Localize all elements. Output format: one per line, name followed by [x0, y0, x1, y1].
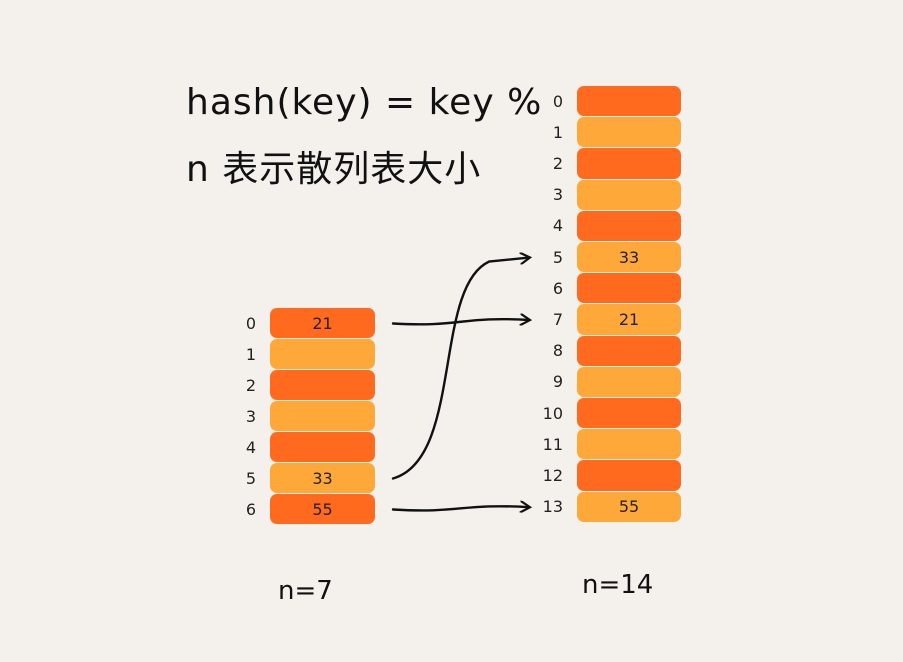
small-table-caption: n=7 — [278, 576, 333, 606]
arrow-6-to-13 — [391, 506, 529, 510]
n7-index-label: 1 — [245, 344, 256, 364]
n7-index-label: 5 — [245, 468, 256, 488]
n14-index-label: 12 — [542, 466, 563, 485]
n14-slot-4 — [577, 210, 681, 241]
n14-index-label: 9 — [552, 372, 563, 392]
n7-slot-3 — [270, 401, 375, 431]
n14-index-label: 7 — [552, 310, 563, 329]
n14-index-label: 10 — [542, 403, 563, 423]
n14-slot-12 — [577, 460, 681, 491]
n14-slot-8 — [577, 335, 681, 366]
n14-slot-5: 33 — [577, 242, 681, 273]
n7-slot-0: 21 — [270, 308, 375, 338]
n14-index-label: 11 — [542, 434, 563, 454]
n14-slot-3 — [577, 179, 681, 210]
n7-index-label: 0 — [245, 313, 256, 333]
n7-slot-5: 33 — [270, 463, 375, 493]
arrow-0-to-7 — [391, 319, 529, 324]
n7-index-label: 4 — [245, 437, 256, 457]
formula-line-1: hash(key) = key % — [186, 82, 543, 123]
arrow-5-to-5 — [391, 258, 529, 480]
n14-index-label: 13 — [542, 497, 563, 517]
n14-slot-1 — [577, 117, 681, 148]
n14-index-label: 4 — [552, 216, 563, 236]
n14-index-label: 1 — [552, 122, 563, 142]
n14-slot-11 — [577, 429, 681, 460]
n14-index-label: 8 — [552, 341, 563, 361]
n7-slot-2 — [270, 370, 375, 400]
n14-index-label: 2 — [552, 154, 563, 173]
n14-index-label: 0 — [552, 91, 563, 111]
large-table-caption: n=14 — [582, 570, 654, 600]
n14-slot-10 — [577, 398, 681, 429]
n14-slot-6 — [577, 273, 681, 304]
n14-slot-7: 21 — [577, 304, 681, 335]
n14-index-label: 5 — [552, 247, 563, 267]
n7-slot-1 — [270, 339, 375, 369]
n7-slot-4 — [270, 432, 375, 462]
formula-line-2: n 表示散列表大小 — [186, 149, 482, 190]
n14-index-label: 3 — [552, 185, 563, 205]
n14-slot-9 — [577, 366, 681, 397]
n7-index-label: 3 — [245, 406, 256, 426]
n7-slot-6: 55 — [270, 494, 375, 524]
n14-slot-2 — [577, 148, 681, 179]
n14-slot-0 — [577, 86, 681, 117]
n14-index-label: 6 — [552, 278, 563, 298]
n7-index-label: 6 — [245, 499, 256, 519]
n7-index-label: 2 — [245, 375, 256, 395]
n14-slot-13: 55 — [577, 491, 681, 522]
